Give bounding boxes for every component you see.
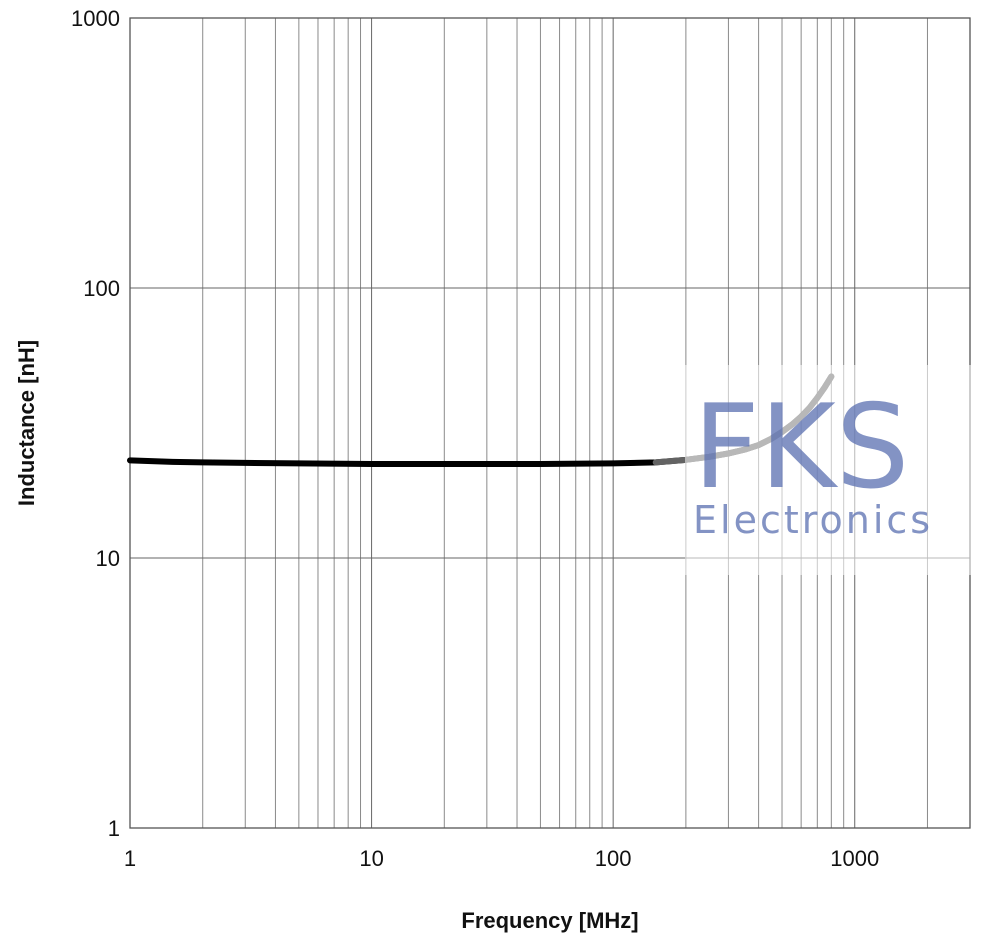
y-tick-label: 1 <box>108 816 120 841</box>
watermark-brand: FKS <box>693 380 909 515</box>
x-axis-label: Frequency [MHz] <box>461 908 638 933</box>
y-tick-label: 10 <box>96 546 120 571</box>
y-tick-label: 1000 <box>71 6 120 31</box>
x-tick-labels: 1 10 100 1000 <box>124 846 879 871</box>
y-tick-label: 100 <box>83 276 120 301</box>
x-tick-label: 1 <box>124 846 136 871</box>
y-axis-label: Inductance [nH] <box>14 340 39 506</box>
x-tick-label: 100 <box>595 846 632 871</box>
watermark-backdrop <box>685 365 985 575</box>
x-tick-label: 1000 <box>830 846 879 871</box>
watermark: FKS Electronics <box>685 365 985 575</box>
watermark-subtitle: Electronics <box>693 498 933 542</box>
y-tick-labels: 1 10 100 1000 <box>71 6 120 841</box>
x-tick-label: 10 <box>359 846 383 871</box>
